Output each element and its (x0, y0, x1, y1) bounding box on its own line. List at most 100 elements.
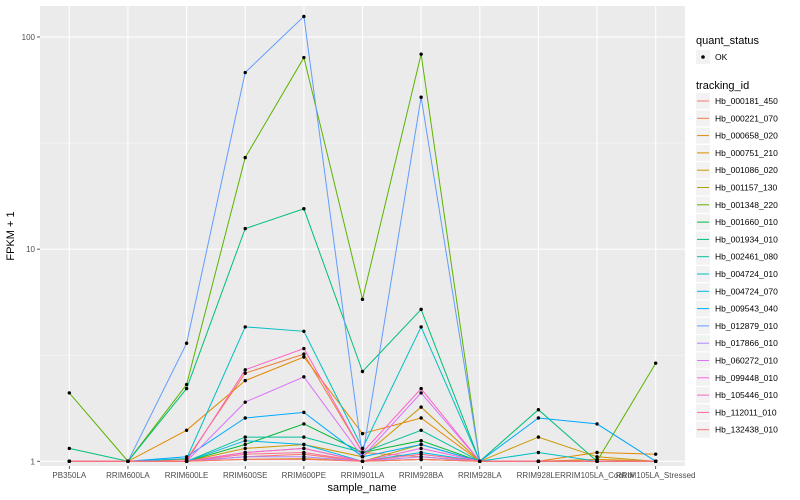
data-point (243, 226, 247, 231)
data-point (595, 459, 599, 463)
data-point (653, 361, 658, 365)
data-point (302, 352, 306, 356)
legend-label: Hb_060272_010 (715, 356, 778, 366)
x-tick-label: RRIM600PE (282, 471, 326, 480)
data-point (653, 459, 658, 463)
data-point (360, 455, 365, 459)
data-point (243, 442, 247, 447)
data-point (243, 452, 247, 456)
data-point (360, 446, 365, 451)
x-tick-label: RRIM105LA_Stressed (616, 471, 696, 480)
data-point (419, 52, 423, 56)
data-point (184, 386, 189, 391)
data-point (536, 435, 541, 439)
data-point (184, 455, 189, 459)
data-point (302, 450, 306, 455)
data-point (419, 455, 423, 459)
legend-label: OK (715, 52, 728, 62)
legend-label: Hb_001086_020 (715, 165, 778, 175)
legend-shape-title: quant_status (696, 35, 759, 47)
legend-shape-entries: OK (696, 50, 728, 64)
data-point (243, 446, 247, 451)
y-tick-label: 10 (26, 245, 35, 254)
data-point (302, 14, 306, 19)
legend-label: Hb_105446_010 (715, 390, 778, 400)
data-point (419, 95, 423, 99)
data-point (302, 422, 306, 426)
data-point (184, 459, 189, 463)
data-point (243, 400, 247, 404)
legend-color-entries: Hb_000181_450 Hb_000221_070 Hb_000658_020 H… (696, 93, 778, 438)
data-point (419, 439, 423, 443)
data-point (653, 452, 658, 456)
legend-label: Hb_002461_080 (715, 252, 778, 262)
legend-label: Hb_012879_010 (715, 321, 778, 331)
data-point (360, 431, 365, 436)
data-point (302, 329, 306, 333)
data-point (419, 452, 423, 456)
x-tick-label: RRIM105LA_Control (560, 471, 634, 480)
data-point (536, 408, 541, 412)
data-point (536, 416, 541, 420)
data-point (243, 378, 247, 383)
data-point (536, 459, 541, 463)
legend-label: Hb_000658_020 (715, 131, 778, 141)
x-tick-label: RRIM928BA (399, 471, 444, 480)
x-axis-title: sample_name (327, 482, 396, 494)
legend-label: Hb_004724_070 (715, 286, 778, 296)
data-point (302, 455, 306, 459)
data-point (184, 428, 189, 432)
data-point (419, 442, 423, 447)
data-point (243, 371, 247, 375)
data-point (302, 435, 306, 439)
data-point (360, 369, 365, 374)
data-point (184, 382, 189, 387)
data-point (419, 386, 423, 391)
data-point (184, 341, 189, 345)
legend-label: Hb_009543_040 (715, 304, 778, 314)
data-point (419, 428, 423, 432)
data-point (595, 422, 599, 426)
data-point (302, 375, 306, 379)
legend-label: Hb_001934_010 (715, 234, 778, 244)
data-point (536, 450, 541, 455)
data-point (419, 307, 423, 312)
data-point (595, 450, 599, 455)
x-tick-label: RRIM600LA (106, 471, 150, 480)
data-point (243, 368, 247, 372)
legend-color-title: tracking_id (696, 80, 749, 92)
y-tick-label: 100 (22, 33, 36, 42)
data-point (302, 410, 306, 415)
legend-label: Hb_132438_010 (715, 425, 778, 435)
data-point (243, 457, 247, 462)
legend-label: Hb_000181_450 (715, 96, 778, 106)
legend-label: Hb_004724_010 (715, 269, 778, 279)
data-point (302, 207, 306, 211)
legend-label: Hb_099448_010 (715, 373, 778, 383)
data-point (67, 459, 72, 463)
x-tick-label: PB350LA (52, 471, 86, 480)
data-point (67, 391, 72, 395)
data-point (360, 297, 365, 302)
data-point (243, 325, 247, 329)
data-point (595, 455, 599, 459)
data-point (243, 155, 247, 160)
y-axis-title: FPKM + 1 (5, 211, 17, 260)
data-point (302, 346, 306, 351)
legend-label: Hb_017866_010 (715, 338, 778, 348)
data-point (302, 446, 306, 451)
data-point (419, 416, 423, 420)
x-tick-label: RRIM928LE (517, 471, 561, 480)
data-point (419, 457, 423, 462)
y-axis: 1 10 100 (22, 33, 40, 466)
data-point (243, 439, 247, 443)
legend-label: Hb_001660_010 (715, 217, 778, 227)
data-point (478, 459, 482, 463)
data-point (302, 55, 306, 60)
data-point (243, 455, 247, 459)
x-tick-label: RRIM600SE (223, 471, 267, 480)
legend-label: Hb_001157_130 (715, 183, 778, 193)
data-point (302, 355, 306, 359)
data-point (243, 416, 247, 420)
